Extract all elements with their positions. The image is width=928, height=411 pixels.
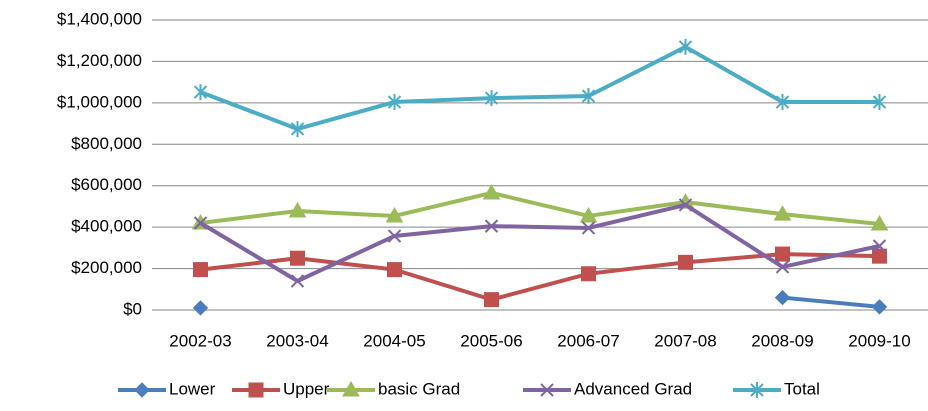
marker [579,206,598,223]
marker [871,299,888,315]
marker [678,38,693,55]
marker [193,216,208,230]
marker [342,380,360,397]
x-tick-label: 2004-05 [363,331,425,350]
marker [775,260,790,274]
y-tick-label: $1,400,000 [57,9,142,28]
marker [872,239,887,253]
marker [678,254,693,270]
marker [540,383,554,397]
marker [872,248,887,264]
x-tick-label: 2003-04 [266,331,328,350]
x-tick-label: 2007-08 [654,331,716,350]
series-line [200,190,880,227]
marker [482,183,501,200]
marker [290,120,305,137]
marker [192,300,209,316]
marker [248,382,264,398]
marker [581,221,596,235]
y-tick-label: $600,000 [71,175,142,194]
y-tick-label: $800,000 [71,134,142,153]
series-line [782,295,880,309]
marker [484,90,499,107]
x-tick-label: 2006-07 [557,331,619,350]
legend-label: Advanced Grad [574,379,692,398]
legend-label: Upper [283,379,330,398]
y-tick-label: $400,000 [71,217,142,236]
marker [870,215,889,231]
marker [775,246,790,262]
marker [484,292,499,308]
legend-label: basic Grad [378,379,460,398]
marker [387,94,402,111]
marker [385,206,404,223]
marker [581,88,596,105]
y-tick-label: $1,200,000 [57,51,142,70]
legend-label: Total [784,379,820,398]
y-tick-label: $200,000 [71,258,142,277]
x-tick-label: 2002-03 [169,331,231,350]
marker [134,382,150,398]
marker [387,262,402,278]
legend-label: Lower [169,379,216,398]
x-tick-label: 2008-09 [751,331,813,350]
x-tick-label: 2009-10 [848,331,910,350]
marker [774,289,791,306]
marker [775,94,790,111]
marker [288,201,307,218]
marker [581,266,596,282]
marker [773,205,792,221]
marker [193,84,208,101]
series-line [199,202,880,283]
y-tick-label: $0 [123,299,142,318]
marker [678,198,693,212]
marker [484,219,499,233]
marker [387,229,402,243]
y-tick-label: $1,000,000 [57,92,142,111]
marker [872,94,887,111]
marker [290,250,305,266]
x-tick-label: 2005-06 [460,331,522,350]
marker [750,382,764,398]
marker [193,262,208,278]
marker [290,274,305,288]
series-line [199,44,880,131]
